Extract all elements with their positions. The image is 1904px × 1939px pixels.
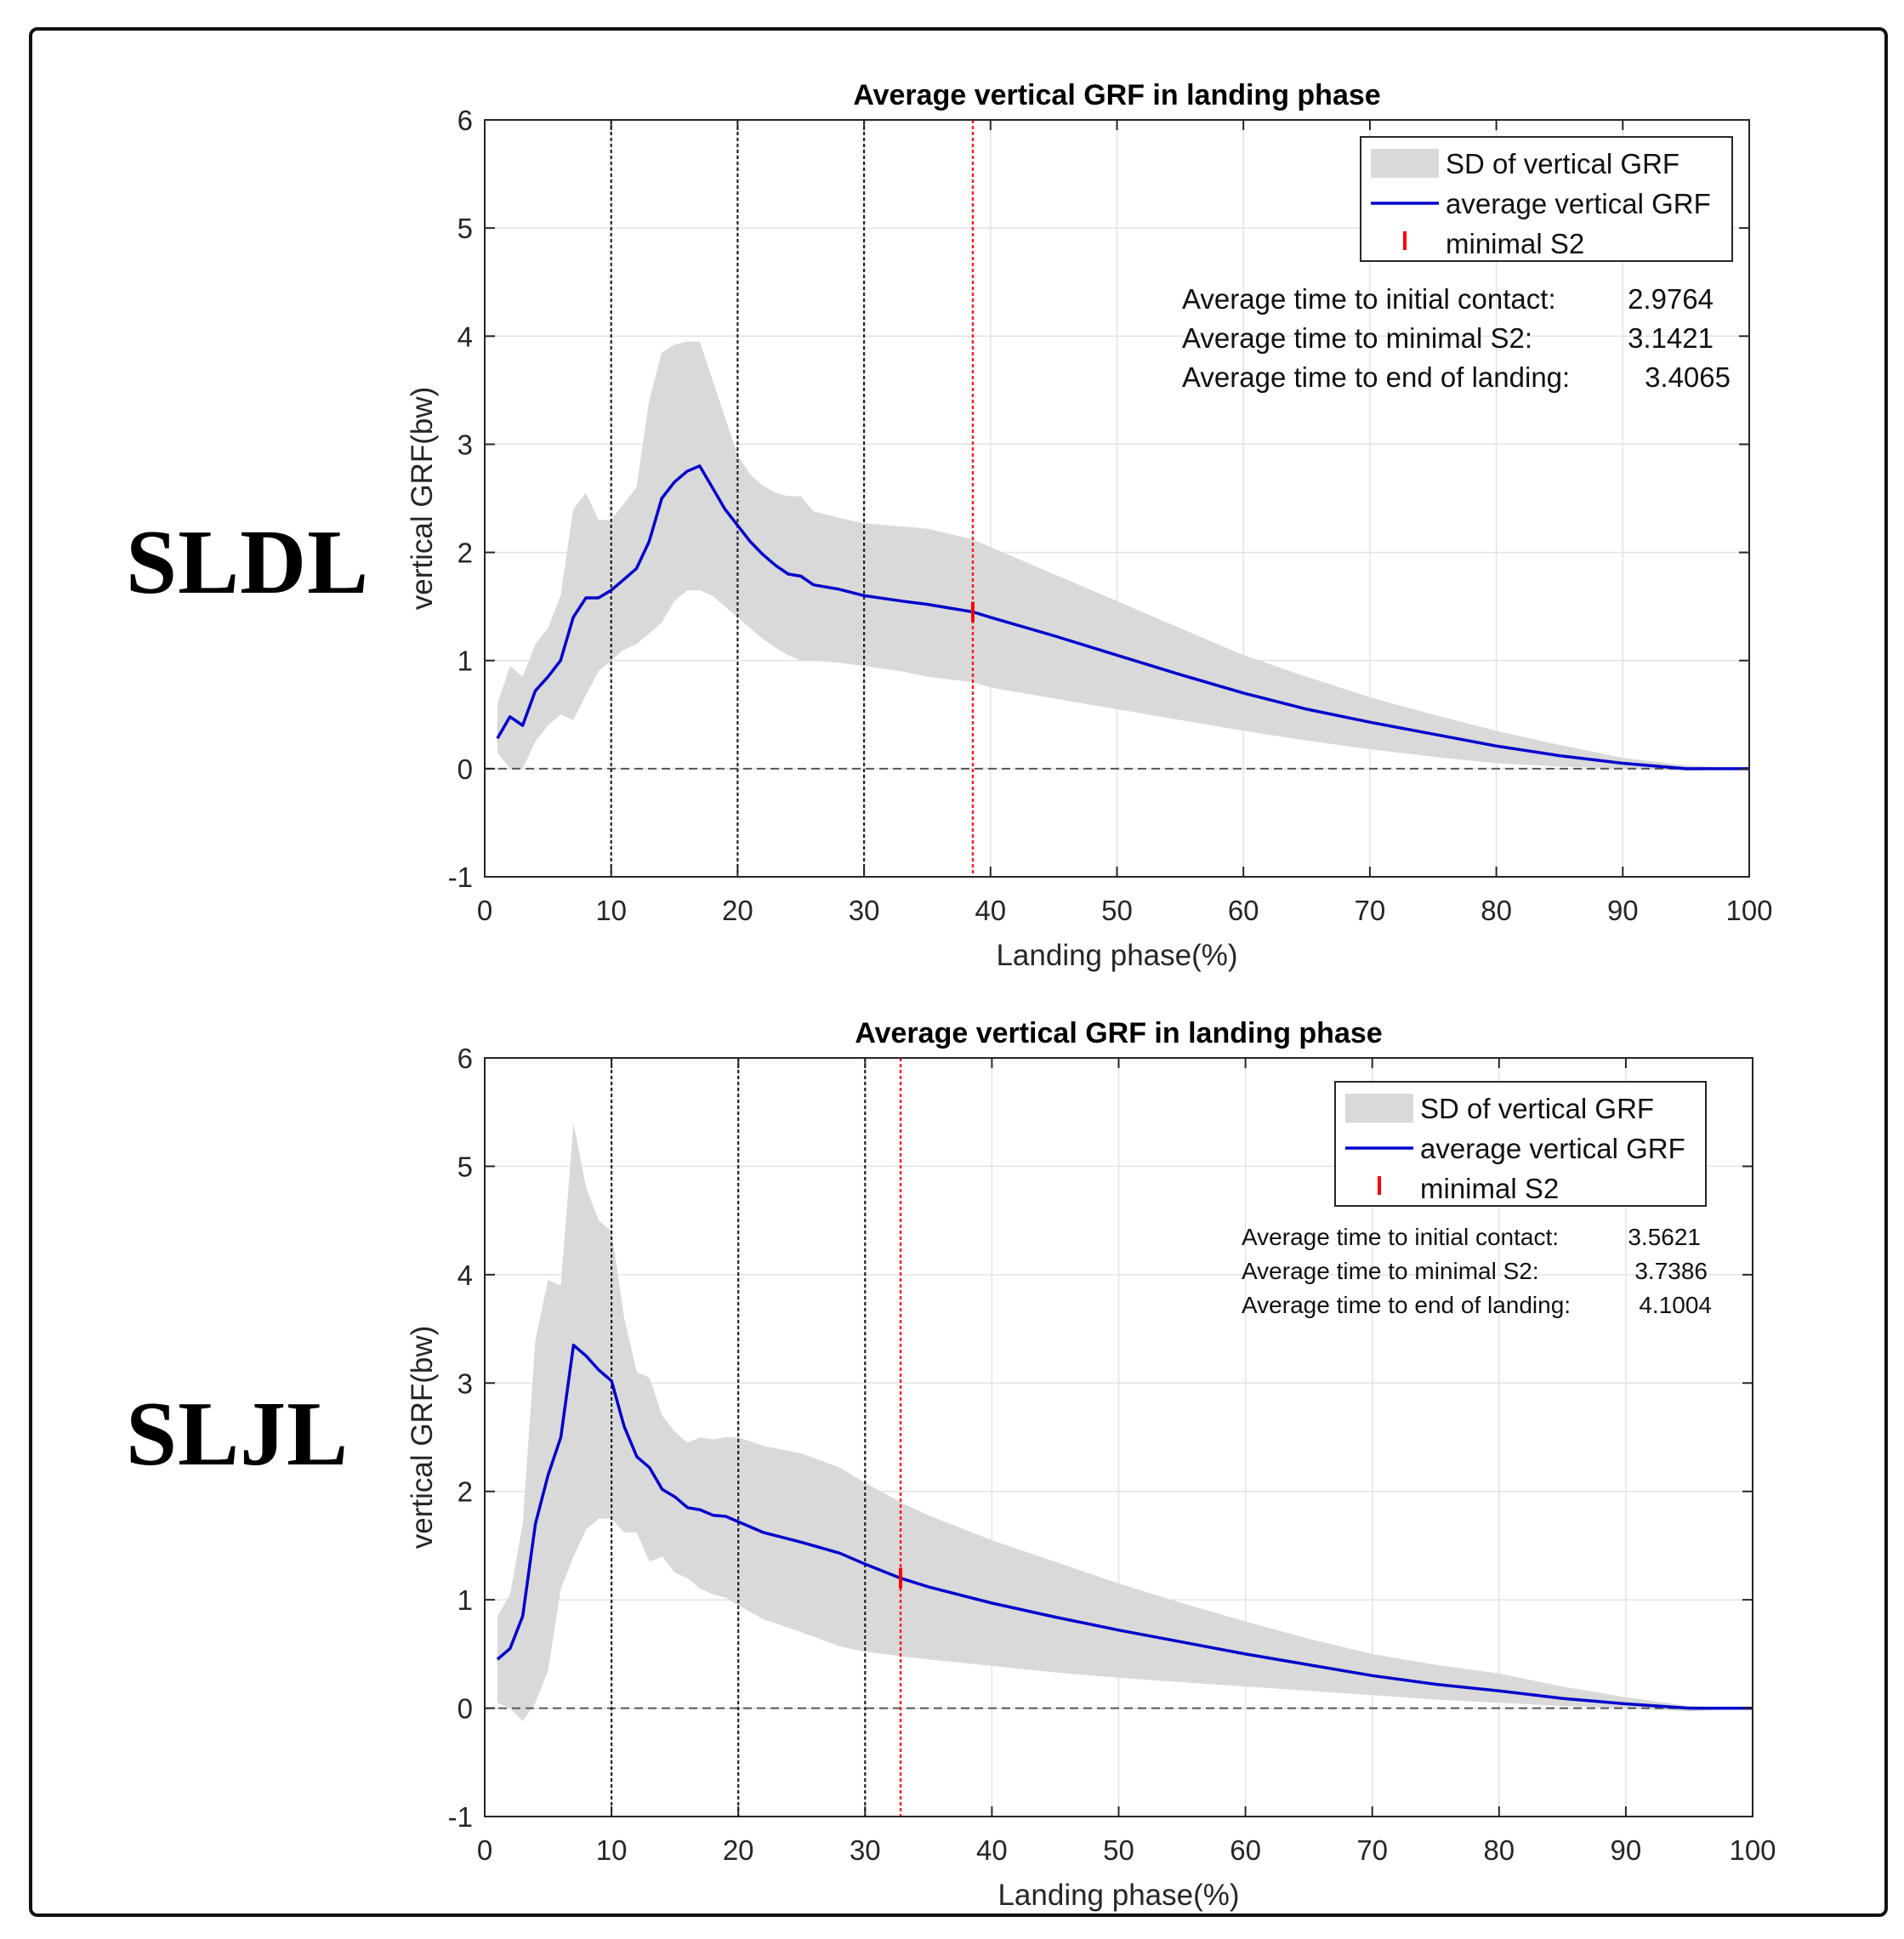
x-tick-label: 0 xyxy=(477,1834,492,1866)
panel-label-sldl: SLDL xyxy=(126,512,370,613)
y-tick-label: 0 xyxy=(458,1693,473,1725)
x-tick-label: 20 xyxy=(723,1834,754,1866)
sd-band xyxy=(497,1123,1753,1721)
x-tick-label: 100 xyxy=(1729,1834,1776,1866)
x-axis-label: Landing phase(%) xyxy=(996,939,1237,972)
x-tick-label: 30 xyxy=(849,895,880,926)
x-tick-label: 40 xyxy=(975,895,1006,926)
annotation-label: Average time to minimal S2: xyxy=(1242,1258,1539,1284)
legend-swatch-sd xyxy=(1371,149,1439,178)
chart-title: Average vertical GRF in landing phase xyxy=(855,1017,1382,1049)
legend-entry: minimal S2 xyxy=(1446,228,1584,259)
x-tick-label: 60 xyxy=(1230,1834,1261,1866)
y-tick-label: 1 xyxy=(458,645,473,677)
annotation-label: Average time to end of landing: xyxy=(1242,1292,1571,1318)
x-tick-label: 100 xyxy=(1725,895,1772,926)
sd-band xyxy=(497,341,1749,771)
y-tick-label: 1 xyxy=(458,1584,473,1616)
x-tick-label: 10 xyxy=(595,895,627,926)
x-tick-label: 60 xyxy=(1228,895,1259,926)
x-tick-label: 90 xyxy=(1611,1834,1642,1866)
annotation-value: 2.9764 xyxy=(1628,283,1714,315)
y-tick-label: 5 xyxy=(458,213,473,244)
annotation-value: 3.7386 xyxy=(1634,1258,1708,1284)
y-tick-label: 6 xyxy=(458,105,473,136)
figure-frame xyxy=(29,27,1888,1917)
annotation-value: 4.1004 xyxy=(1639,1292,1712,1318)
annotation-label: Average time to minimal S2: xyxy=(1182,322,1532,354)
y-tick-label: 6 xyxy=(458,1043,473,1074)
y-tick-label: 4 xyxy=(458,321,473,352)
x-tick-label: 80 xyxy=(1483,1834,1515,1866)
y-tick-label: 4 xyxy=(458,1259,473,1291)
x-tick-label: 80 xyxy=(1481,895,1512,926)
y-tick-label: 2 xyxy=(458,1476,473,1508)
x-tick-label: 20 xyxy=(722,895,753,926)
x-tick-label: 70 xyxy=(1355,895,1386,926)
y-tick-label: 3 xyxy=(458,1368,473,1399)
panel-label-sljl: SLJL xyxy=(126,1384,350,1485)
y-tick-label: -1 xyxy=(448,861,473,893)
legend-entry: SD of vertical GRF xyxy=(1446,148,1679,179)
y-axis-label: vertical GRF(bw) xyxy=(406,1326,439,1549)
x-tick-label: 40 xyxy=(976,1834,1008,1866)
legend-entry: average vertical GRF xyxy=(1420,1133,1685,1164)
chart-title: Average vertical GRF in landing phase xyxy=(853,79,1380,111)
annotation-value: 3.4065 xyxy=(1645,361,1731,393)
y-tick-label: 2 xyxy=(458,537,473,569)
legend-entry: minimal S2 xyxy=(1420,1173,1559,1204)
x-axis-label: Landing phase(%) xyxy=(997,1879,1239,1912)
x-tick-label: 70 xyxy=(1356,1834,1388,1866)
legend-entry: average vertical GRF xyxy=(1446,188,1711,219)
y-tick-label: 5 xyxy=(458,1151,473,1182)
annotation-label: Average time to end of landing: xyxy=(1182,361,1570,393)
x-tick-label: 50 xyxy=(1101,895,1133,926)
x-tick-label: 0 xyxy=(477,895,492,926)
average-grf-line xyxy=(496,1343,1753,1710)
annotation-value: 3.1421 xyxy=(1628,322,1714,354)
annotation-value: 3.5621 xyxy=(1628,1224,1701,1250)
x-tick-label: 10 xyxy=(596,1834,628,1866)
legend-swatch-sd xyxy=(1345,1094,1413,1123)
x-tick-label: 30 xyxy=(850,1834,881,1866)
legend-entry: SD of vertical GRF xyxy=(1420,1093,1654,1124)
annotation-label: Average time to initial contact: xyxy=(1182,283,1556,315)
x-tick-label: 90 xyxy=(1607,895,1639,926)
y-tick-label: -1 xyxy=(448,1801,473,1833)
y-tick-label: 3 xyxy=(458,429,473,460)
annotation-label: Average time to initial contact: xyxy=(1242,1224,1559,1250)
y-axis-label: vertical GRF(bw) xyxy=(406,387,439,611)
x-tick-label: 50 xyxy=(1103,1834,1134,1866)
average-grf-line xyxy=(496,464,1749,770)
y-tick-label: 0 xyxy=(458,753,473,785)
